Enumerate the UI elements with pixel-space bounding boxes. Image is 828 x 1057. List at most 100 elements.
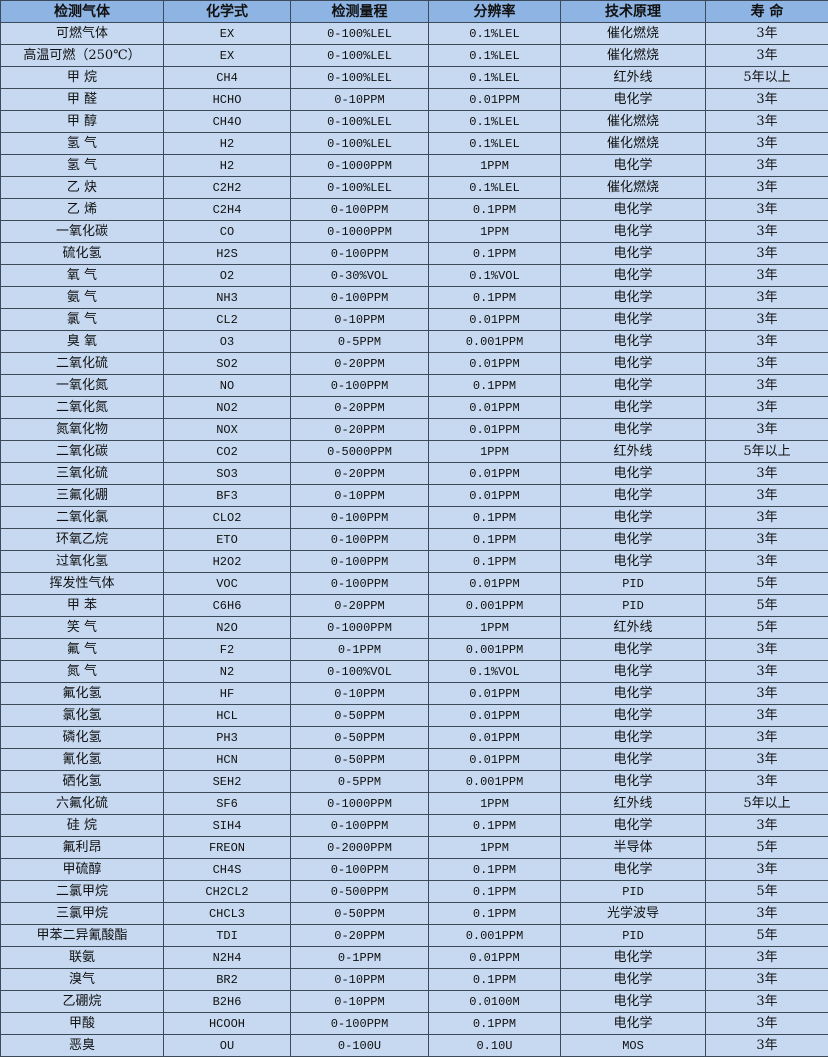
cell-range: 0-10PPM <box>291 485 429 507</box>
cell-range: 0-100%VOL <box>291 661 429 683</box>
cell-lifetime: 3年 <box>706 309 828 331</box>
cell-resolution: 0.01PPM <box>429 573 561 595</box>
cell-lifetime: 5年 <box>706 925 828 947</box>
cell-range: 0-100%LEL <box>291 177 429 199</box>
cell-gas-name: 过氧化氢 <box>1 551 164 573</box>
cell-resolution: 0.001PPM <box>429 595 561 617</box>
cell-principle: 电化学 <box>561 661 706 683</box>
cell-gas-name: 氯 气 <box>1 309 164 331</box>
cell-range: 0-20PPM <box>291 353 429 375</box>
cell-lifetime: 3年 <box>706 375 828 397</box>
cell-resolution: 0.1PPM <box>429 529 561 551</box>
cell-formula: CLO2 <box>164 507 291 529</box>
cell-gas-name: 挥发性气体 <box>1 573 164 595</box>
cell-principle: 催化燃烧 <box>561 23 706 45</box>
cell-resolution: 1PPM <box>429 155 561 177</box>
cell-formula: EX <box>164 45 291 67</box>
cell-range: 0-100PPM <box>291 1013 429 1035</box>
cell-lifetime: 5年以上 <box>706 793 828 815</box>
cell-gas-name: 三氯甲烷 <box>1 903 164 925</box>
cell-principle: 电化学 <box>561 309 706 331</box>
cell-lifetime: 3年 <box>706 89 828 111</box>
cell-gas-name: 氰化氢 <box>1 749 164 771</box>
cell-resolution: 0.1%VOL <box>429 661 561 683</box>
cell-gas-name: 恶臭 <box>1 1035 164 1057</box>
cell-lifetime: 5年 <box>706 617 828 639</box>
cell-resolution: 0.01PPM <box>429 353 561 375</box>
cell-principle: 电化学 <box>561 243 706 265</box>
cell-resolution: 0.001PPM <box>429 331 561 353</box>
cell-formula: C2H2 <box>164 177 291 199</box>
cell-principle: 红外线 <box>561 67 706 89</box>
header-gas-name: 检测气体 <box>1 1 164 23</box>
cell-resolution: 0.1PPM <box>429 815 561 837</box>
cell-gas-name: 可燃气体 <box>1 23 164 45</box>
cell-resolution: 0.01PPM <box>429 463 561 485</box>
cell-formula: SO3 <box>164 463 291 485</box>
cell-lifetime: 3年 <box>706 265 828 287</box>
cell-gas-name: 硅 烷 <box>1 815 164 837</box>
cell-principle: 电化学 <box>561 155 706 177</box>
cell-range: 0-100PPM <box>291 199 429 221</box>
cell-range: 0-100PPM <box>291 859 429 881</box>
cell-principle: 电化学 <box>561 815 706 837</box>
cell-principle: 电化学 <box>561 419 706 441</box>
header-formula: 化学式 <box>164 1 291 23</box>
cell-gas-name: 氟化氢 <box>1 683 164 705</box>
cell-range: 0-1PPM <box>291 947 429 969</box>
cell-principle: 电化学 <box>561 331 706 353</box>
cell-resolution: 0.1PPM <box>429 1013 561 1035</box>
cell-range: 0-500PPM <box>291 881 429 903</box>
cell-principle: 电化学 <box>561 353 706 375</box>
cell-gas-name: 氟利昂 <box>1 837 164 859</box>
cell-formula: HF <box>164 683 291 705</box>
cell-resolution: 0.1%LEL <box>429 111 561 133</box>
cell-gas-name: 环氧乙烷 <box>1 529 164 551</box>
cell-gas-name: 二氯甲烷 <box>1 881 164 903</box>
cell-resolution: 0.1PPM <box>429 903 561 925</box>
cell-formula: SEH2 <box>164 771 291 793</box>
cell-principle: 催化燃烧 <box>561 111 706 133</box>
cell-formula: NH3 <box>164 287 291 309</box>
cell-formula: C2H4 <box>164 199 291 221</box>
header-resolution: 分辨率 <box>429 1 561 23</box>
cell-principle: 电化学 <box>561 485 706 507</box>
cell-resolution: 0.1PPM <box>429 243 561 265</box>
cell-resolution: 1PPM <box>429 441 561 463</box>
cell-lifetime: 3年 <box>706 705 828 727</box>
cell-formula: SO2 <box>164 353 291 375</box>
cell-range: 0-5000PPM <box>291 441 429 463</box>
cell-principle: 电化学 <box>561 287 706 309</box>
cell-formula: VOC <box>164 573 291 595</box>
cell-gas-name: 联氨 <box>1 947 164 969</box>
cell-formula: TDI <box>164 925 291 947</box>
cell-range: 0-2000PPM <box>291 837 429 859</box>
cell-lifetime: 3年 <box>706 1035 828 1057</box>
cell-gas-name: 氢 气 <box>1 133 164 155</box>
cell-formula: CH4O <box>164 111 291 133</box>
cell-lifetime: 3年 <box>706 749 828 771</box>
cell-principle: 红外线 <box>561 441 706 463</box>
cell-lifetime: 3年 <box>706 661 828 683</box>
cell-principle: 电化学 <box>561 1013 706 1035</box>
cell-range: 0-100%LEL <box>291 133 429 155</box>
cell-range: 0-30%VOL <box>291 265 429 287</box>
cell-principle: MOS <box>561 1035 706 1057</box>
cell-gas-name: 二氧化氮 <box>1 397 164 419</box>
cell-formula: HCOOH <box>164 1013 291 1035</box>
cell-formula: NOX <box>164 419 291 441</box>
cell-resolution: 1PPM <box>429 793 561 815</box>
cell-resolution: 1PPM <box>429 617 561 639</box>
cell-lifetime: 3年 <box>706 331 828 353</box>
